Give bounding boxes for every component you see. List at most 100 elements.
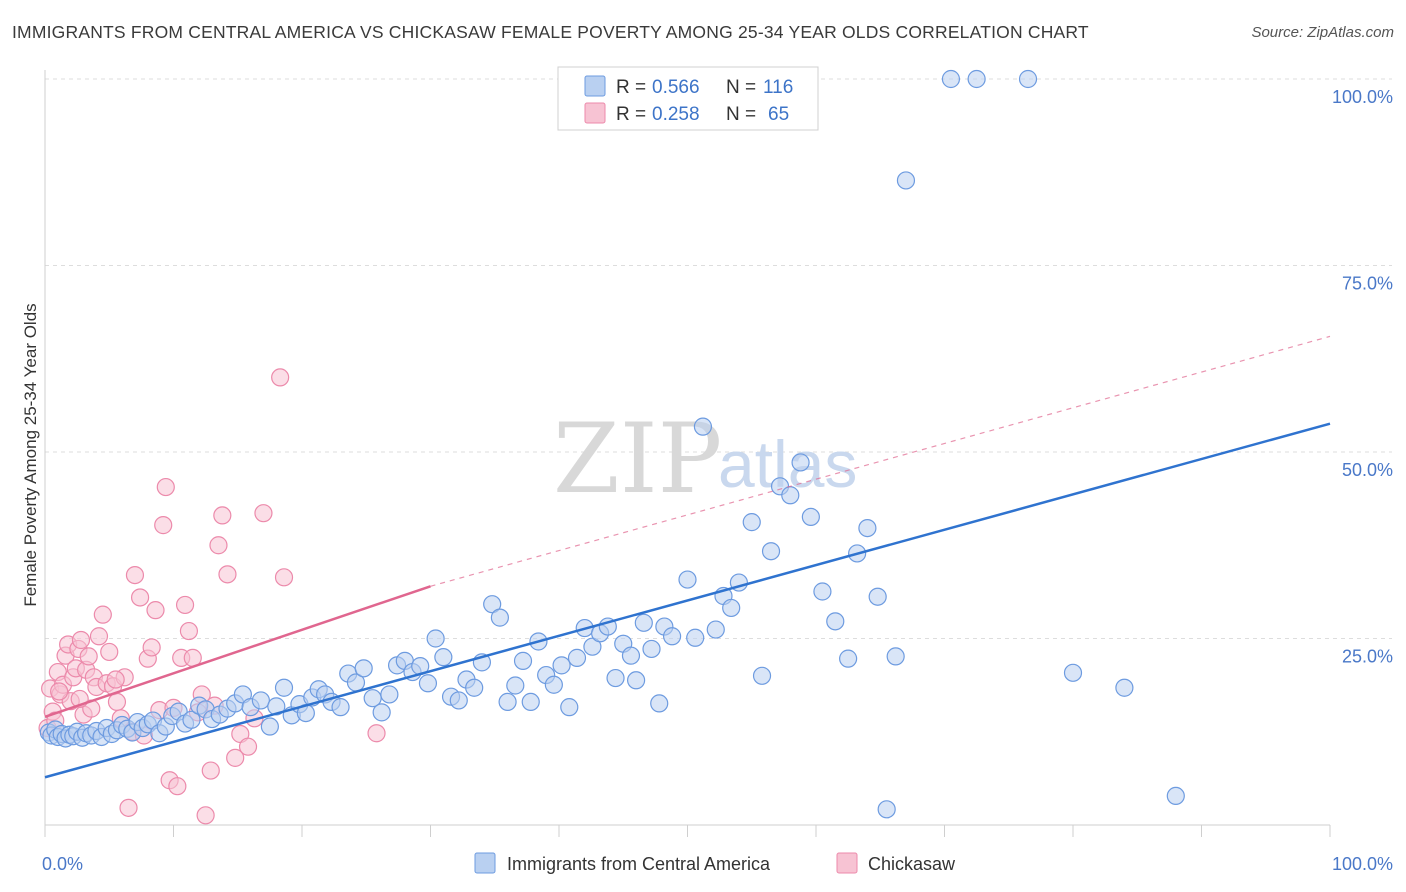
central-america-point	[1018, 69, 1038, 89]
central-america-point	[1166, 786, 1185, 806]
chickasaw-point	[218, 565, 237, 584]
central-america-point	[868, 587, 887, 606]
central-america-point	[251, 691, 270, 710]
chickasaw-point	[71, 630, 91, 650]
central-america-point	[182, 710, 201, 729]
central-america-point	[826, 612, 845, 631]
chickasaw-point	[213, 506, 232, 525]
central-america-point	[896, 171, 916, 190]
chickasaw-point	[93, 605, 112, 624]
central-america-point	[354, 659, 373, 678]
y-tick-labels: 25.0% 50.0% 75.0% 100.0%	[1332, 87, 1393, 667]
central-america-point	[801, 507, 820, 527]
central-america-point	[418, 674, 438, 693]
y-tick-label: 50.0%	[1342, 460, 1393, 480]
chickasaw-point	[146, 601, 165, 620]
central-america-point	[483, 595, 502, 614]
central-america-point	[372, 703, 391, 722]
central-america-point	[560, 698, 579, 717]
central-america-point	[678, 570, 697, 589]
legend-n-label-1: N =	[726, 77, 756, 98]
central-america-point	[260, 717, 279, 736]
chickasaw-point	[196, 806, 215, 825]
bottom-legend-swatch-blue	[474, 852, 496, 874]
central-america-point	[449, 691, 468, 710]
legend-box: R = 0.566 N = 116 R = 0.258 N = 65	[557, 66, 819, 131]
central-america-point	[1115, 678, 1134, 697]
y-tick-label: 25.0%	[1342, 647, 1393, 667]
central-america-point	[722, 598, 741, 618]
watermark-zip: ZIP	[553, 403, 722, 515]
chart-title: IMMIGRANTS FROM CENTRAL AMERICA VS CHICK…	[12, 22, 1089, 42]
chickasaw-point	[271, 368, 290, 387]
chickasaw-point	[154, 516, 173, 535]
central-america-point	[544, 675, 563, 694]
bottom-legend-label-pink: Chickasaw	[868, 854, 956, 874]
central-america-point	[621, 646, 641, 665]
legend-r-label-1: R =	[616, 77, 646, 98]
bottom-legend: Immigrants from Central America Chickasa…	[474, 852, 956, 874]
central-america-point	[781, 486, 800, 505]
legend-n-value-2: 65	[768, 104, 789, 125]
chickasaw-point	[175, 595, 195, 615]
chickasaw-point	[100, 642, 119, 662]
central-america-point	[941, 69, 961, 89]
legend-swatch-pink	[584, 102, 606, 124]
central-america-point	[839, 649, 858, 668]
trend-line-central-america	[44, 422, 1331, 779]
central-america-point	[642, 639, 661, 659]
central-america-point	[331, 698, 350, 717]
central-america-point	[626, 671, 646, 690]
central-america-point	[583, 637, 602, 656]
central-america-point	[513, 651, 533, 670]
central-america-point	[465, 678, 484, 697]
legend-r-label-2: R =	[616, 104, 646, 125]
central-america-point	[634, 613, 653, 632]
central-america-point	[552, 656, 571, 675]
legend-r-value-2: 0.258	[652, 104, 700, 125]
chickasaw-point	[142, 638, 161, 657]
chickasaw-point	[50, 682, 69, 701]
y-tick-label: 75.0%	[1342, 274, 1393, 294]
central-america-point	[274, 678, 294, 697]
source-credit: Source: ZipAtlas.com	[1251, 24, 1394, 41]
chickasaw-point	[125, 565, 145, 585]
legend-n-label-2: N =	[726, 104, 756, 125]
chickasaw-point	[226, 748, 245, 767]
central-america-point	[380, 685, 399, 704]
y-tick-label: 100.0%	[1332, 87, 1393, 107]
trend-lines	[44, 335, 1331, 779]
central-america-point	[662, 627, 682, 646]
watermark: ZIP atlas	[553, 403, 857, 515]
central-america-point	[650, 694, 669, 713]
x-tick-label: 0.0%	[42, 854, 83, 874]
central-america-point	[506, 676, 525, 695]
central-america-point	[706, 620, 725, 639]
chickasaw-point	[179, 621, 199, 641]
chickasaw-point	[254, 504, 273, 523]
central-america-point	[606, 668, 625, 688]
central-america-point	[967, 69, 986, 89]
central-america-point	[426, 629, 445, 648]
series-chickasaw-points	[38, 368, 386, 825]
central-america-point	[761, 542, 781, 561]
chickasaw-point	[106, 670, 125, 689]
chickasaw-point	[201, 761, 220, 780]
y-axis-label: Female Poverty Among 25-34 Year Olds	[21, 303, 40, 606]
chickasaw-point	[156, 477, 175, 497]
chickasaw-point	[79, 647, 98, 666]
chickasaw-point	[238, 737, 258, 756]
central-america-point	[490, 608, 509, 627]
central-america-point	[742, 513, 761, 532]
central-america-point	[1063, 663, 1083, 682]
central-america-point	[693, 417, 713, 436]
chickasaw-point	[130, 588, 150, 607]
central-america-point	[521, 692, 540, 712]
legend-r-value-1: 0.566	[652, 77, 700, 98]
central-america-point	[434, 648, 453, 667]
central-america-point	[877, 800, 896, 819]
legend-swatch-blue	[584, 75, 606, 97]
central-america-point	[567, 648, 587, 667]
legend-n-value-1: 116	[763, 77, 793, 98]
